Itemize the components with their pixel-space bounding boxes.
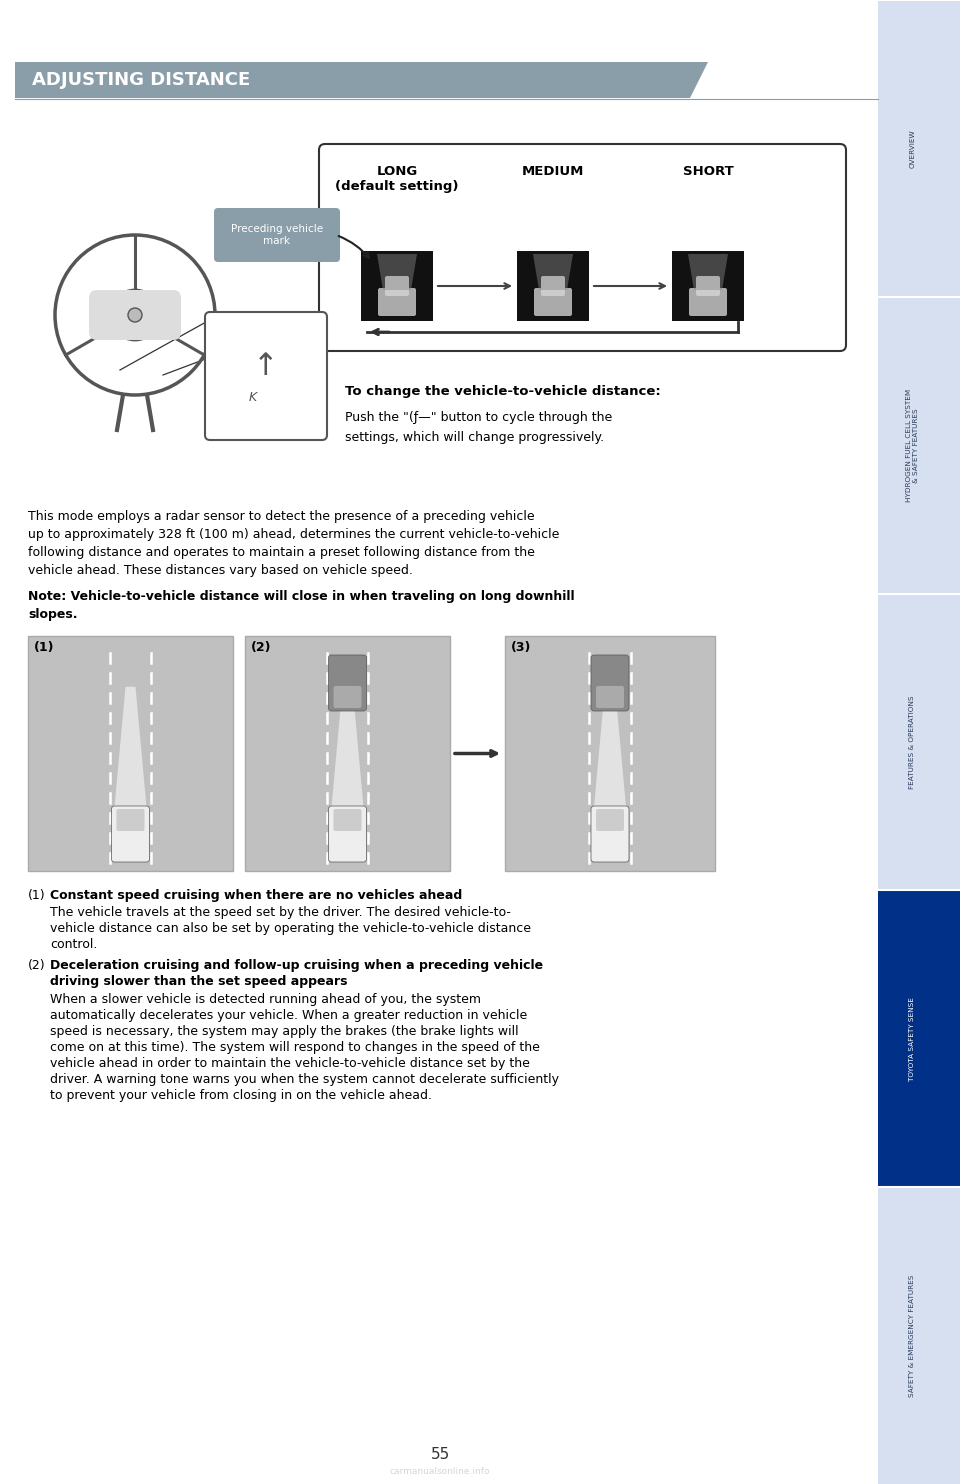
Text: Deceleration cruising and follow-up cruising when a preceding vehicle: Deceleration cruising and follow-up crui… bbox=[50, 959, 543, 972]
FancyBboxPatch shape bbox=[214, 208, 340, 263]
Text: K: K bbox=[249, 390, 256, 404]
FancyBboxPatch shape bbox=[328, 806, 367, 862]
Text: (2): (2) bbox=[251, 641, 272, 654]
Bar bbox=[878, 892, 960, 1187]
Text: speed is necessary, the system may apply the brakes (the brake lights will: speed is necessary, the system may apply… bbox=[50, 1025, 518, 1037]
Text: (3): (3) bbox=[511, 641, 532, 654]
Text: 55: 55 bbox=[430, 1447, 449, 1462]
Text: vehicle ahead. These distances vary based on vehicle speed.: vehicle ahead. These distances vary base… bbox=[28, 564, 413, 577]
Text: SHORT: SHORT bbox=[683, 165, 733, 178]
FancyBboxPatch shape bbox=[517, 251, 589, 321]
Text: MEDIUM: MEDIUM bbox=[522, 165, 585, 178]
Text: following distance and operates to maintain a preset following distance from the: following distance and operates to maint… bbox=[28, 546, 535, 559]
Polygon shape bbox=[114, 687, 147, 807]
Text: LONG
(default setting): LONG (default setting) bbox=[335, 165, 459, 193]
Text: Preceding vehicle
mark: Preceding vehicle mark bbox=[231, 224, 324, 246]
Bar bbox=[878, 298, 960, 594]
Text: FEATURES & OPERATIONS: FEATURES & OPERATIONS bbox=[909, 695, 916, 789]
Text: automatically decelerates your vehicle. When a greater reduction in vehicle: automatically decelerates your vehicle. … bbox=[50, 1009, 527, 1022]
FancyBboxPatch shape bbox=[361, 251, 433, 321]
Text: carmanualsonline.info: carmanualsonline.info bbox=[390, 1468, 491, 1477]
Polygon shape bbox=[594, 687, 626, 807]
Text: control.: control. bbox=[50, 938, 97, 951]
Text: Note: Vehicle-to-vehicle distance will close in when traveling on long downhill: Note: Vehicle-to-vehicle distance will c… bbox=[28, 591, 575, 603]
FancyBboxPatch shape bbox=[591, 806, 629, 862]
Text: vehicle distance can also be set by operating the vehicle-to-vehicle distance: vehicle distance can also be set by oper… bbox=[50, 922, 531, 935]
FancyBboxPatch shape bbox=[541, 276, 565, 295]
Text: to prevent your vehicle from closing in on the vehicle ahead.: to prevent your vehicle from closing in … bbox=[50, 1089, 432, 1103]
Polygon shape bbox=[533, 254, 573, 289]
FancyBboxPatch shape bbox=[328, 654, 367, 711]
Bar bbox=[878, 595, 960, 890]
Text: This mode employs a radar sensor to detect the presence of a preceding vehicle: This mode employs a radar sensor to dete… bbox=[28, 510, 535, 522]
FancyBboxPatch shape bbox=[696, 276, 720, 295]
FancyBboxPatch shape bbox=[591, 654, 629, 711]
Bar bbox=[505, 637, 715, 871]
Polygon shape bbox=[15, 62, 708, 98]
FancyBboxPatch shape bbox=[596, 686, 624, 708]
FancyBboxPatch shape bbox=[111, 806, 150, 862]
Text: driving slower than the set speed appears: driving slower than the set speed appear… bbox=[50, 975, 348, 988]
FancyBboxPatch shape bbox=[333, 809, 362, 831]
Bar bbox=[28, 637, 233, 871]
FancyBboxPatch shape bbox=[596, 809, 624, 831]
FancyBboxPatch shape bbox=[89, 289, 181, 340]
FancyBboxPatch shape bbox=[378, 288, 416, 316]
Text: ↑: ↑ bbox=[253, 352, 278, 381]
Bar bbox=[878, 1189, 960, 1484]
FancyBboxPatch shape bbox=[689, 288, 727, 316]
Text: To change the vehicle-to-vehicle distance:: To change the vehicle-to-vehicle distanc… bbox=[345, 384, 660, 398]
FancyBboxPatch shape bbox=[534, 288, 572, 316]
Polygon shape bbox=[377, 254, 417, 289]
FancyBboxPatch shape bbox=[116, 809, 145, 831]
Text: ADJUSTING DISTANCE: ADJUSTING DISTANCE bbox=[32, 71, 251, 89]
Polygon shape bbox=[331, 687, 364, 807]
Text: slopes.: slopes. bbox=[28, 608, 78, 620]
Text: settings, which will change progressively.: settings, which will change progressivel… bbox=[345, 430, 604, 444]
Text: (1): (1) bbox=[28, 889, 46, 902]
Text: driver. A warning tone warns you when the system cannot decelerate sufficiently: driver. A warning tone warns you when th… bbox=[50, 1073, 559, 1086]
Bar bbox=[245, 637, 450, 871]
Text: come on at this time). The system will respond to changes in the speed of the: come on at this time). The system will r… bbox=[50, 1040, 540, 1054]
FancyBboxPatch shape bbox=[333, 686, 362, 708]
Text: OVERVIEW: OVERVIEW bbox=[909, 129, 916, 168]
FancyBboxPatch shape bbox=[205, 312, 327, 439]
Text: TOYOTA SAFETY SENSE: TOYOTA SAFETY SENSE bbox=[909, 997, 916, 1080]
Text: The vehicle travels at the speed set by the driver. The desired vehicle-to-: The vehicle travels at the speed set by … bbox=[50, 907, 511, 919]
Text: HYDROGEN FUEL CELL SYSTEM
& SAFETY FEATURES: HYDROGEN FUEL CELL SYSTEM & SAFETY FEATU… bbox=[906, 389, 919, 502]
Polygon shape bbox=[688, 254, 728, 289]
Text: Constant speed cruising when there are no vehicles ahead: Constant speed cruising when there are n… bbox=[50, 889, 463, 902]
Text: up to approximately 328 ft (100 m) ahead, determines the current vehicle-to-vehi: up to approximately 328 ft (100 m) ahead… bbox=[28, 528, 560, 542]
Text: Push the "(ƒ—" button to cycle through the: Push the "(ƒ—" button to cycle through t… bbox=[345, 411, 612, 424]
Text: (2): (2) bbox=[28, 959, 46, 972]
Text: (1): (1) bbox=[34, 641, 55, 654]
Bar bbox=[878, 1, 960, 297]
FancyBboxPatch shape bbox=[672, 251, 744, 321]
Circle shape bbox=[128, 309, 142, 322]
Text: SAFETY & EMERGENCY FEATURES: SAFETY & EMERGENCY FEATURES bbox=[909, 1275, 916, 1396]
FancyBboxPatch shape bbox=[319, 144, 846, 352]
Text: vehicle ahead in order to maintain the vehicle-to-vehicle distance set by the: vehicle ahead in order to maintain the v… bbox=[50, 1057, 530, 1070]
Text: When a slower vehicle is detected running ahead of you, the system: When a slower vehicle is detected runnin… bbox=[50, 993, 481, 1006]
FancyBboxPatch shape bbox=[385, 276, 409, 295]
